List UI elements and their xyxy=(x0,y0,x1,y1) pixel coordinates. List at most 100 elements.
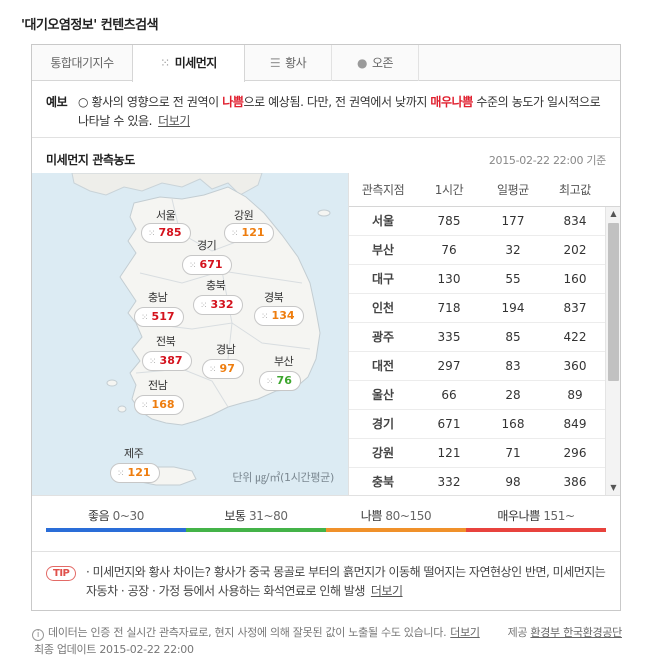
daily-avg-value: 32 xyxy=(505,243,521,257)
dust-icon: ⁙ xyxy=(149,357,157,367)
tab-label: 미세먼지 xyxy=(174,56,218,70)
forecast-highlight: 나쁨 xyxy=(222,95,244,109)
region-value: 134 xyxy=(271,309,295,322)
observation-table: 관측지점 1시간 일평균 최고값 서울 785 177 834 부산 76 32 202 대구 1… xyxy=(348,173,620,495)
region-name-jeonnam: 전남 xyxy=(148,379,168,392)
tab-label: 통합대기지수 xyxy=(50,56,114,70)
max-value: 89 xyxy=(567,388,583,402)
daily-avg-value: 168 xyxy=(501,417,525,431)
legend-label: 매우나쁨 xyxy=(497,509,540,523)
scroll-up-icon[interactable]: ▲ xyxy=(610,209,617,218)
daily-avg-value: 28 xyxy=(505,388,521,402)
daily-avg-value: 177 xyxy=(501,214,525,228)
region-value-gangwon[interactable]: ⁙ 121 xyxy=(224,223,274,243)
station-name: 충북 xyxy=(371,475,395,489)
hourly-value: 297 xyxy=(437,359,461,373)
provider: 제공 환경부 한국환경공단 xyxy=(508,624,623,641)
region-name-jeonbuk: 전북 xyxy=(156,335,176,348)
header-hourly: 1시간 xyxy=(434,183,464,197)
region-value-chungnam[interactable]: ⁙ 517 xyxy=(134,307,184,327)
station-name: 인천 xyxy=(371,301,395,315)
dust-icon: ⁙ xyxy=(231,229,239,239)
forecast-text-part: 수준의 농도가 일시적으로 나타날 수 있음. xyxy=(78,95,601,128)
provider-link[interactable]: 환경부 한국환경공단 xyxy=(530,626,622,639)
tab-yellow-dust[interactable]: ☰ 황사 xyxy=(245,45,332,81)
table-row: 부산 76 32 202 xyxy=(349,236,605,265)
tab-integrated-index[interactable]: 통합대기지수 xyxy=(32,45,133,81)
region-value: 671 xyxy=(199,258,223,271)
hourly-value: 335 xyxy=(437,330,461,344)
legend-bar xyxy=(326,528,466,532)
region-value-jeonnam[interactable]: ⁙ 168 xyxy=(134,395,184,415)
tab-ozone[interactable]: ● 오존 xyxy=(332,45,419,81)
info-icon: i xyxy=(32,629,44,641)
legend-bar xyxy=(46,528,186,532)
max-value: 386 xyxy=(563,475,587,489)
region-value: 97 xyxy=(219,362,235,375)
forecast-text-part: 으로 예상됨. 다만, 전 권역에서 낮까지 xyxy=(243,95,431,109)
section-title: 미세먼지 관측농도 xyxy=(46,153,135,167)
max-value: 834 xyxy=(563,214,587,228)
max-value: 160 xyxy=(563,272,587,286)
region-value-gyeongnam[interactable]: ⁙ 97 xyxy=(202,359,244,379)
table-scrollbar[interactable]: ▲ ▼ xyxy=(605,207,620,495)
station-name: 부산 xyxy=(371,243,395,257)
daily-avg-value: 85 xyxy=(505,330,521,344)
dust-icon: ⁙ xyxy=(117,469,125,479)
dust-icon: ⁙ xyxy=(209,365,217,375)
region-value-busan[interactable]: ⁙ 76 xyxy=(259,371,301,391)
hourly-value: 332 xyxy=(437,475,461,489)
region-value-jeju[interactable]: ⁙ 121 xyxy=(110,463,160,483)
map-shape xyxy=(32,173,348,495)
region-name-gyeongnam: 경남 xyxy=(216,343,236,356)
korea-map: 서울 ⁙ 785 강원 ⁙ 121 경기 ⁙ 671 충북 ⁙ 332 충남 ⁙ 517 … xyxy=(32,173,348,495)
footer-more-link[interactable]: 더보기 xyxy=(450,626,480,639)
header-daily-avg: 일평균 xyxy=(497,183,529,197)
forecast-more-link[interactable]: 더보기 xyxy=(158,114,191,128)
max-value: 202 xyxy=(563,243,587,257)
max-value: 360 xyxy=(563,359,587,373)
dust-icon: ⁙ xyxy=(148,229,156,239)
forecast-text-part: ○ 황사의 영향으로 전 권역이 xyxy=(78,95,223,109)
region-value-jeonbuk[interactable]: ⁙ 387 xyxy=(142,351,192,371)
legend-normal: 보통 31~80 xyxy=(186,507,326,532)
region-value-seoul[interactable]: ⁙ 785 xyxy=(141,223,191,243)
legend-range: 151~ xyxy=(543,509,575,523)
hourly-value: 785 xyxy=(437,214,461,228)
region-value-gyeongbuk[interactable]: ⁙ 134 xyxy=(254,306,304,326)
daily-avg-value: 71 xyxy=(505,446,521,460)
divider xyxy=(32,551,620,552)
hourly-value: 671 xyxy=(437,417,461,431)
table-body[interactable]: 서울 785 177 834 부산 76 32 202 대구 130 55 160 인천 718 194 83… xyxy=(349,207,605,495)
region-name-gangwon: 강원 xyxy=(234,209,254,222)
scroll-down-icon[interactable]: ▼ xyxy=(610,483,617,492)
station-name: 대구 xyxy=(371,272,395,286)
scroll-thumb[interactable] xyxy=(608,223,619,381)
region-value-chungbuk[interactable]: ⁙ 332 xyxy=(193,295,243,315)
tip-more-link[interactable]: 더보기 xyxy=(370,584,403,598)
hourly-value: 130 xyxy=(437,272,461,286)
footer: i 데이터는 인증 전 실시간 관측자료로, 현지 사정에 의해 잘못된 값이 노… xyxy=(32,624,622,658)
max-value: 837 xyxy=(563,301,587,315)
tip-box: TIP · 미세먼지와 황사 차이는? 황사가 중국 몽골로 부터의 흙먼지가 … xyxy=(46,563,608,601)
map-unit: 단위 ㎍/㎥(1시간평균) xyxy=(232,471,334,484)
region-value: 387 xyxy=(159,354,183,367)
region-value-gyeonggi[interactable]: ⁙ 671 xyxy=(182,255,232,275)
footer-notice-line: i 데이터는 인증 전 실시간 관측자료로, 현지 사정에 의해 잘못된 값이 노… xyxy=(32,624,622,641)
region-value: 517 xyxy=(151,310,175,323)
forecast: 예보 ○ 황사의 영향으로 전 권역이 나쁨으로 예상됨. 다만, 전 권역에서… xyxy=(46,93,606,131)
station-name: 강원 xyxy=(371,446,395,460)
forecast-label: 예보 xyxy=(46,95,68,109)
region-name-gyeongbuk: 경북 xyxy=(264,291,284,304)
station-name: 광주 xyxy=(371,330,395,344)
level-legend: 좋음 0~30 보통 31~80 나쁨 80~150 매우나쁨 151~ xyxy=(46,507,606,537)
tab-fine-dust[interactable]: ⁙ 미세먼지 xyxy=(132,45,245,82)
dust-icon: ⁙ xyxy=(261,312,269,322)
fine-dust-panel: 통합대기지수 ⁙ 미세먼지 ☰ 황사 ● 오존 예보 ○ 황사의 영향으로 전 권역이… xyxy=(31,44,621,611)
hourly-value: 76 xyxy=(441,243,457,257)
region-name-gyeonggi: 경기 xyxy=(197,239,217,252)
max-value: 422 xyxy=(563,330,587,344)
daily-avg-value: 55 xyxy=(505,272,521,286)
region-name-busan: 부산 xyxy=(274,355,294,368)
observation-time: 2015-02-22 22:00 기준 xyxy=(488,154,606,167)
